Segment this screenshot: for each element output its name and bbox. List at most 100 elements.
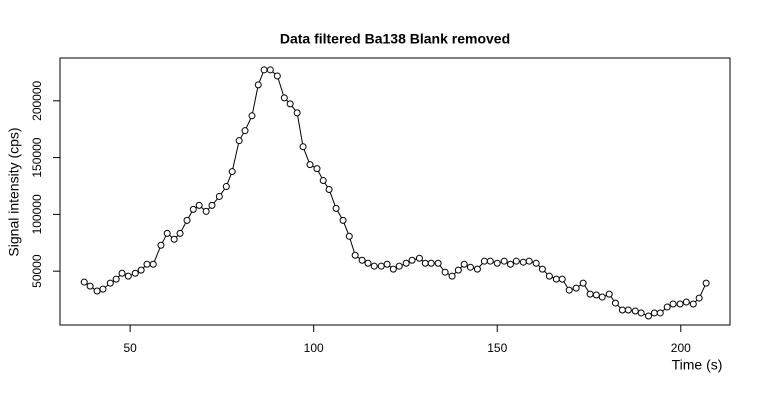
point bbox=[383, 260, 391, 268]
x-tick-label: 50 bbox=[123, 341, 137, 355]
point bbox=[702, 279, 710, 287]
point bbox=[448, 272, 456, 280]
point bbox=[202, 207, 210, 215]
point bbox=[454, 266, 462, 274]
point bbox=[183, 216, 191, 224]
point bbox=[273, 72, 281, 80]
point bbox=[512, 257, 520, 265]
point bbox=[618, 306, 626, 314]
point bbox=[466, 263, 474, 271]
x-tick-label: 100 bbox=[304, 341, 324, 355]
point bbox=[325, 186, 333, 194]
x-tick-label: 150 bbox=[487, 341, 507, 355]
point bbox=[434, 259, 442, 267]
point bbox=[631, 307, 639, 315]
point bbox=[339, 216, 347, 224]
point bbox=[93, 287, 101, 295]
plot-frame bbox=[59, 57, 731, 326]
point bbox=[149, 260, 157, 268]
point bbox=[228, 168, 236, 176]
point bbox=[605, 290, 613, 298]
point bbox=[545, 272, 553, 280]
point bbox=[124, 272, 132, 280]
point bbox=[611, 299, 619, 307]
point bbox=[358, 256, 366, 264]
point bbox=[157, 241, 165, 249]
point bbox=[538, 265, 546, 273]
point bbox=[460, 260, 468, 268]
point bbox=[586, 290, 594, 298]
point bbox=[266, 66, 274, 74]
point bbox=[189, 205, 197, 213]
point bbox=[241, 127, 249, 135]
point bbox=[408, 256, 416, 264]
point bbox=[143, 260, 151, 268]
point bbox=[598, 293, 606, 301]
point bbox=[689, 300, 697, 308]
point bbox=[656, 309, 664, 317]
point bbox=[695, 294, 703, 302]
chart-title: Data filtered Ba138 Blank removed bbox=[280, 31, 510, 47]
y-axis-label: Signal intensity (cps) bbox=[6, 127, 22, 256]
point bbox=[351, 251, 359, 259]
point bbox=[106, 279, 114, 287]
point bbox=[299, 143, 307, 151]
point bbox=[112, 275, 120, 283]
point bbox=[248, 112, 256, 120]
point bbox=[395, 262, 403, 270]
point bbox=[286, 100, 294, 108]
point bbox=[441, 268, 449, 276]
y-tick-label: 150000 bbox=[30, 137, 44, 177]
point bbox=[293, 109, 301, 117]
point bbox=[427, 259, 435, 267]
x-tick-label: 200 bbox=[671, 341, 691, 355]
point bbox=[86, 282, 94, 290]
point bbox=[415, 254, 423, 262]
point bbox=[421, 259, 429, 267]
point bbox=[332, 204, 340, 212]
point bbox=[682, 298, 690, 306]
point bbox=[552, 275, 560, 283]
point bbox=[624, 306, 632, 314]
point bbox=[319, 177, 327, 185]
point bbox=[532, 259, 540, 267]
point bbox=[163, 229, 171, 237]
point bbox=[402, 259, 410, 267]
point bbox=[500, 257, 508, 265]
point bbox=[222, 183, 230, 191]
point bbox=[579, 279, 587, 287]
point bbox=[650, 309, 658, 317]
point bbox=[313, 165, 321, 173]
point bbox=[572, 284, 580, 292]
point bbox=[592, 291, 600, 299]
y-tick-label: 100000 bbox=[30, 194, 44, 234]
point bbox=[208, 201, 216, 209]
point bbox=[506, 260, 514, 268]
point bbox=[644, 312, 652, 320]
point bbox=[306, 161, 314, 169]
point bbox=[118, 269, 126, 277]
point bbox=[345, 232, 353, 240]
point bbox=[377, 262, 385, 270]
point bbox=[473, 265, 481, 273]
point bbox=[558, 275, 566, 283]
point bbox=[637, 309, 645, 317]
point bbox=[486, 257, 494, 265]
point bbox=[80, 278, 88, 286]
point bbox=[137, 266, 145, 274]
point bbox=[131, 269, 139, 277]
point bbox=[260, 66, 268, 74]
point bbox=[480, 257, 488, 265]
y-tick-label: 200000 bbox=[30, 80, 44, 120]
point bbox=[565, 286, 573, 294]
point bbox=[280, 94, 288, 102]
point bbox=[170, 235, 178, 243]
y-tick-label: 50000 bbox=[30, 254, 44, 288]
point bbox=[370, 262, 378, 270]
x-axis-label: Time (s) bbox=[672, 357, 723, 373]
point bbox=[364, 259, 372, 267]
point bbox=[493, 259, 501, 267]
point bbox=[195, 201, 203, 209]
